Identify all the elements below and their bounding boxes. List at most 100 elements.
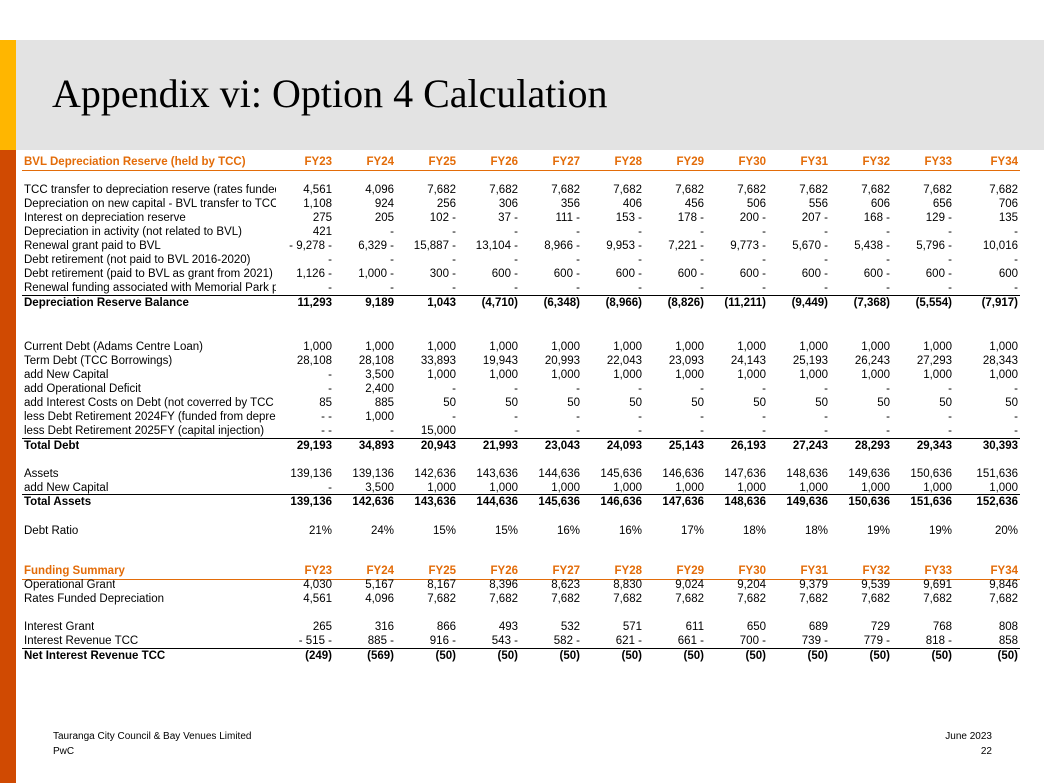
row-label: Funding Summary [24, 565, 125, 577]
row-value: 33,893 [420, 355, 456, 367]
row-value: 9,379 [799, 579, 828, 591]
total-rule [22, 295, 1020, 296]
row-value: 50 [629, 397, 642, 409]
row-value: 5,796 - [916, 240, 952, 252]
row-value: FY34 [990, 156, 1019, 168]
row-value: 493 [498, 621, 518, 633]
row-value: (50) [621, 650, 642, 662]
row-value: 50 [443, 397, 456, 409]
row-value: 111 - [555, 212, 580, 224]
row-value: - [824, 282, 828, 294]
row-value: - [514, 282, 518, 294]
row-value: - [824, 226, 828, 238]
row-value: 18% [742, 525, 766, 537]
row-value: 142,636 [414, 468, 456, 480]
row-value: (569) [367, 650, 394, 662]
row-value: 17% [680, 525, 704, 537]
row-value: 1,000 [427, 482, 456, 494]
row-label: Renewal funding associated with Memorial… [24, 282, 276, 294]
row-value: 600 - [553, 268, 580, 280]
row-value: 739 - [801, 635, 828, 647]
row-value: - [328, 369, 332, 381]
row-value: - [948, 226, 952, 238]
row-value: - [514, 425, 518, 437]
row-value: 768 [932, 621, 952, 633]
row-value: 4,030 [303, 579, 332, 591]
row-label: Assets [24, 468, 59, 480]
row-value: - [700, 254, 704, 266]
header-underline [22, 170, 1020, 171]
row-value: 1,000 [489, 341, 518, 353]
row-label: Interest on depreciation reserve [24, 212, 186, 224]
row-value: - [762, 226, 766, 238]
row-value: (50) [997, 650, 1018, 662]
row-value: 1,000 [989, 369, 1018, 381]
row-value: - [452, 226, 456, 238]
row-value: (50) [497, 650, 518, 662]
row-value: 1,000 - [358, 268, 394, 280]
row-value: - [762, 425, 766, 437]
row-value: 37 - [498, 212, 518, 224]
row-value: 1,000 [613, 369, 642, 381]
row-value: 27,293 [916, 355, 952, 367]
row-value: FY32 [862, 156, 891, 168]
row-value: 600 - [863, 268, 890, 280]
row-value: 600 [998, 268, 1018, 280]
row-value: 1,000 [675, 341, 704, 353]
row-value: (50) [683, 650, 704, 662]
row-value: (8,826) [667, 297, 704, 309]
row-value: 19,943 [482, 355, 518, 367]
row-value: (11,211) [724, 297, 766, 309]
row-value: (50) [931, 650, 952, 662]
row-value: 18% [804, 525, 828, 537]
row-value: 1,000 [551, 369, 580, 381]
row-value: 556 [808, 198, 828, 210]
row-value: 7,682 [799, 593, 828, 605]
row-value: FY33 [924, 565, 953, 577]
row-value: 146,636 [600, 496, 642, 508]
header-underline [22, 579, 1020, 580]
row-value: 146,636 [662, 468, 704, 480]
row-value: - [452, 282, 456, 294]
row-value: (5,554) [915, 297, 952, 309]
row-value: 532 [560, 621, 580, 633]
row-value: 152,636 [976, 496, 1018, 508]
row-value: 885 - [367, 635, 394, 647]
row-label: Depreciation Reserve Balance [24, 297, 189, 309]
row-value: - [452, 411, 456, 423]
row-value: - - [321, 425, 332, 437]
row-value: FY29 [676, 565, 705, 577]
row-value: 205 [374, 212, 394, 224]
row-value: 621 - [615, 635, 642, 647]
row-value: 139,136 [290, 496, 332, 508]
row-value: 916 - [429, 635, 456, 647]
row-value: FY26 [490, 156, 519, 168]
row-value: - [576, 254, 580, 266]
row-value: FY24 [366, 156, 395, 168]
row-value: 4,561 [303, 593, 332, 605]
row-label: less Debt Retirement 2025FY (capital inj… [24, 425, 265, 437]
row-label: add Operational Deficit [24, 383, 141, 395]
row-value: 30,393 [982, 440, 1018, 452]
row-value: 20,993 [544, 355, 580, 367]
row-value: - [700, 226, 704, 238]
row-value: 275 [312, 212, 332, 224]
row-value: 7,682 [551, 184, 580, 196]
row-value: 571 [622, 621, 642, 633]
row-value: - [638, 411, 642, 423]
row-value: 582 - [553, 635, 580, 647]
row-value: 9,539 [861, 579, 890, 591]
row-value: 13,104 - [475, 240, 518, 252]
row-value: 148,636 [786, 468, 828, 480]
row-value: 200 - [739, 212, 766, 224]
row-label: Net Interest Revenue TCC [24, 650, 166, 662]
row-value: 5,670 - [792, 240, 828, 252]
row-label: Interest Revenue TCC [24, 635, 139, 647]
row-value: - [886, 383, 890, 395]
row-value: 5,438 - [854, 240, 890, 252]
row-value: 650 [746, 621, 766, 633]
row-value: 600 - [615, 268, 642, 280]
row-value: - [824, 254, 828, 266]
row-value: 7,682 [613, 593, 642, 605]
row-value: 7,682 [613, 184, 642, 196]
